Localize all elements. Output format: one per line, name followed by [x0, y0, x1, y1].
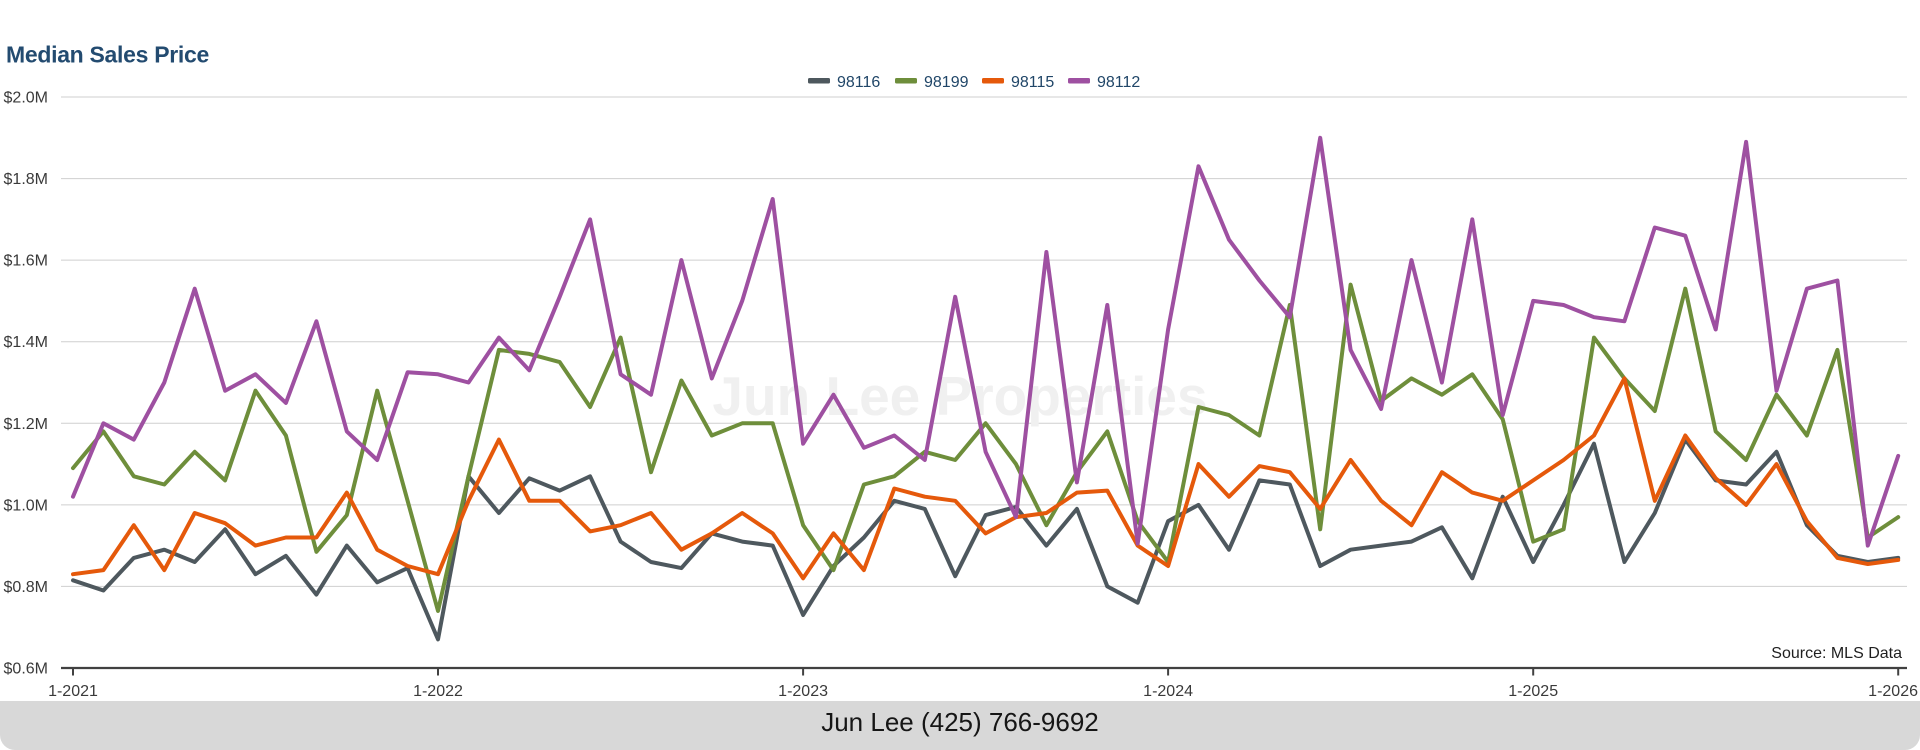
svg-text:$1.8M: $1.8M [4, 171, 48, 188]
svg-text:$1.0M: $1.0M [4, 497, 48, 514]
svg-text:Jun Lee (425) 766-9692: Jun Lee (425) 766-9692 [821, 707, 1099, 737]
svg-text:$1.2M: $1.2M [4, 416, 48, 433]
svg-text:1-2026: 1-2026 [1868, 683, 1918, 700]
svg-text:1-2025: 1-2025 [1508, 683, 1558, 700]
svg-text:1-2022: 1-2022 [413, 683, 463, 700]
svg-text:$1.4M: $1.4M [4, 334, 48, 351]
svg-text:98115: 98115 [1011, 74, 1054, 91]
svg-text:98199: 98199 [924, 74, 969, 91]
svg-text:Source: MLS Data: Source: MLS Data [1771, 645, 1902, 662]
svg-text:Jun Lee Properties: Jun Lee Properties [712, 365, 1207, 427]
svg-text:1-2021: 1-2021 [48, 683, 98, 700]
svg-text:$2.0M: $2.0M [4, 90, 48, 107]
svg-text:$0.8M: $0.8M [4, 579, 48, 596]
svg-text:Median Sales Price: Median Sales Price [6, 42, 209, 68]
svg-text:98116: 98116 [837, 74, 880, 91]
svg-text:1-2023: 1-2023 [778, 683, 828, 700]
svg-text:$0.6M: $0.6M [4, 661, 48, 678]
svg-text:$1.6M: $1.6M [4, 253, 48, 270]
svg-text:1-2024: 1-2024 [1143, 683, 1193, 700]
svg-text:98112: 98112 [1097, 74, 1140, 91]
